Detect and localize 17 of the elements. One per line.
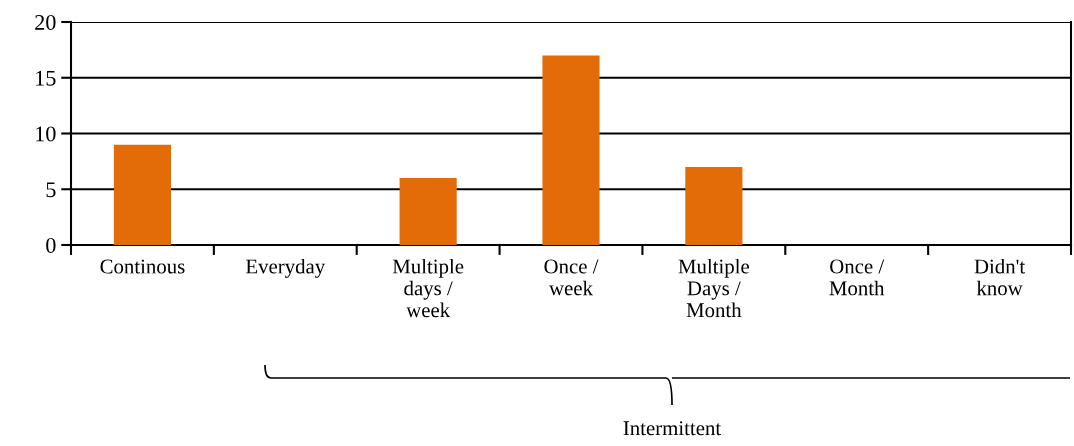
x-tick-label: Once / week xyxy=(544,259,599,296)
x-tick-label: Multiple days / week xyxy=(392,258,464,318)
y-tick-label: 5 xyxy=(46,182,56,198)
y-tick-label: 10 xyxy=(36,126,56,142)
x-tick-label: Once / Month xyxy=(829,259,885,296)
bar xyxy=(113,144,171,245)
x-tick-label: Multiple Days / Month xyxy=(678,258,750,318)
x-tick-label: Continous xyxy=(100,259,185,274)
bar xyxy=(399,178,457,245)
x-tick-label: Didn't know xyxy=(974,258,1026,296)
bar xyxy=(685,166,743,245)
y-tick-label: 15 xyxy=(36,70,56,86)
text: Intermittent xyxy=(623,421,722,436)
y-tick-label: 0 xyxy=(46,237,56,253)
y-tick-label: 20 xyxy=(35,14,56,30)
bar xyxy=(542,55,600,245)
x-tick-label: Everyday xyxy=(245,258,326,278)
